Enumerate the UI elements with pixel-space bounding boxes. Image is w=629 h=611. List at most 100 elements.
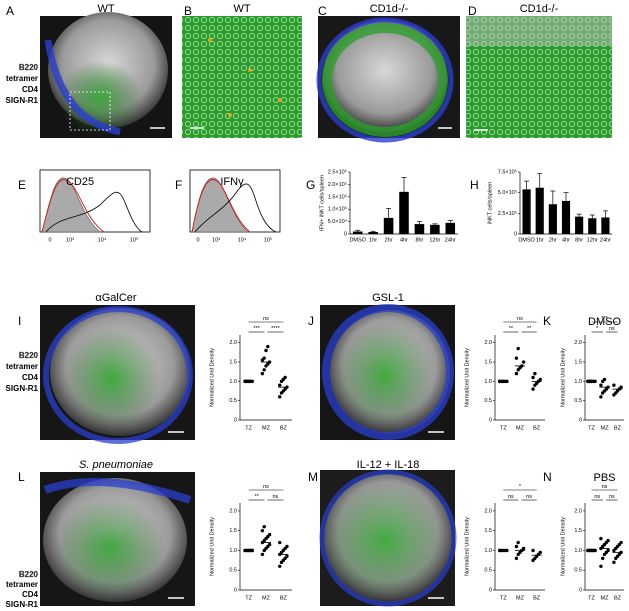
- panel-title: CD1d-/-: [370, 3, 409, 15]
- legend: B220 tetramer CD4 SIGN-R1: [6, 351, 39, 393]
- x-tick-label: 24hr: [600, 237, 611, 243]
- x-tick-label: 10⁵: [130, 236, 138, 243]
- x-tick-label: 1hr: [536, 237, 544, 243]
- panel-title: WT: [233, 3, 250, 15]
- panel-title: CD25: [66, 176, 94, 188]
- x-tick-label: 2hr: [385, 237, 393, 243]
- data-point: [514, 371, 519, 376]
- legend-entry: CD4: [22, 85, 39, 94]
- x-tick-label: TZ: [500, 595, 507, 601]
- legend-entry: tetramer: [6, 580, 38, 589]
- y-tick-label: 1.5: [574, 528, 582, 534]
- significance-label: *: [596, 326, 599, 332]
- y-tick-label: 1.5: [484, 359, 492, 365]
- data-point: [531, 375, 535, 380]
- significance-label: ns: [609, 494, 615, 500]
- data-point: [260, 552, 265, 557]
- y-tick-label: 0: [234, 587, 237, 593]
- panel-label: K: [543, 314, 551, 328]
- panel-title: IFNγ: [220, 176, 244, 188]
- y-tick-label: 1.0: [574, 379, 582, 385]
- bar: [399, 191, 409, 234]
- x-tick-label: 10³: [212, 237, 220, 243]
- panel-title: IL-12 + IL-18: [357, 459, 420, 471]
- x-tick-label: 24hr: [445, 237, 456, 243]
- data-point: [599, 564, 603, 568]
- y-axis-label: Normalized Unit Density: [209, 517, 215, 576]
- significance-label: ns: [594, 494, 600, 500]
- data-point: [606, 548, 610, 553]
- data-point: [514, 556, 519, 561]
- significance-label: **: [509, 326, 514, 332]
- x-tick-label: 4hr: [562, 237, 570, 243]
- significance-label: ****: [271, 326, 280, 332]
- legend-entry: tetramer: [6, 362, 38, 371]
- data-point: [278, 383, 282, 387]
- significance-label: ns: [263, 484, 269, 490]
- significance-label: ns: [526, 494, 532, 500]
- significance-label: ***: [253, 326, 260, 332]
- panel-label: E: [18, 178, 26, 192]
- x-tick-label: 1hr: [369, 237, 377, 243]
- data-point: [262, 525, 266, 529]
- micrograph-m: [319, 469, 457, 607]
- data-point: [521, 546, 526, 551]
- data-point: [531, 548, 535, 553]
- legend-entry: CD4: [22, 590, 39, 599]
- data-point: [599, 383, 603, 387]
- micrograph-a: [40, 12, 172, 138]
- y-tick-label: 1.0: [229, 548, 237, 554]
- data-point: [601, 556, 605, 561]
- legend-entry: SIGN-R1: [6, 96, 39, 105]
- data-point: [262, 356, 266, 360]
- bar: [522, 189, 531, 234]
- data-point: [619, 540, 623, 545]
- x-tick-label: 10⁴: [238, 236, 247, 243]
- x-tick-label: MZ: [601, 425, 610, 431]
- x-tick-label: DMSO: [518, 237, 535, 243]
- x-tick-label: MZ: [262, 425, 271, 431]
- y-tick-label: 1.0: [229, 379, 237, 385]
- bar: [445, 222, 456, 234]
- bar: [588, 218, 597, 234]
- y-tick-label: 1.0×10⁵: [328, 206, 347, 213]
- data-point: [533, 371, 537, 376]
- y-tick-label: 1.5×10⁵: [328, 193, 347, 200]
- panel-label: M: [308, 470, 318, 484]
- x-tick-label: BZ: [533, 595, 541, 601]
- legend-entry: B220: [19, 351, 39, 360]
- panel-label: H: [470, 178, 479, 192]
- y-tick-label: 2.0: [229, 340, 237, 346]
- y-tick-label: 2.0: [484, 508, 492, 514]
- x-tick-label: MZ: [262, 595, 271, 601]
- bar: [352, 231, 363, 234]
- bar: [548, 204, 557, 234]
- micrograph-j: [320, 304, 455, 440]
- bar: [414, 224, 425, 234]
- x-tick-label: 10³: [66, 237, 74, 243]
- y-tick-label: 5.0×10⁵: [498, 189, 517, 196]
- y-tick-label: 0: [489, 587, 492, 593]
- y-tick-label: 1.5: [484, 528, 492, 534]
- data-point: [264, 348, 268, 353]
- bar: [383, 217, 394, 234]
- y-tick-label: 2.0: [484, 340, 492, 346]
- legend-entry: tetramer: [6, 74, 38, 83]
- data-point: [260, 371, 265, 376]
- y-tick-label: 2.0×10⁵: [328, 181, 347, 188]
- panel-title: PBS: [593, 472, 615, 484]
- data-point: [514, 356, 519, 360]
- significance-label: ***: [601, 316, 608, 322]
- panel-title: CD1d-/-: [520, 3, 559, 15]
- legend-entry: B220: [19, 63, 39, 72]
- y-tick-label: 2.5×10⁵: [498, 210, 517, 217]
- y-tick-label: 1.0: [484, 548, 492, 554]
- y-axis-label: iNKT cells/spleen: [487, 182, 493, 224]
- y-tick-label: 5.0×10⁴: [328, 218, 348, 225]
- x-tick-label: 8hr: [415, 237, 423, 243]
- panel-title: GSL-1: [372, 292, 404, 304]
- x-tick-label: 12hr: [587, 237, 598, 243]
- y-tick-label: 0.5: [484, 568, 492, 574]
- y-tick-label: 0.5: [484, 398, 492, 404]
- x-tick-label: BZ: [280, 595, 288, 601]
